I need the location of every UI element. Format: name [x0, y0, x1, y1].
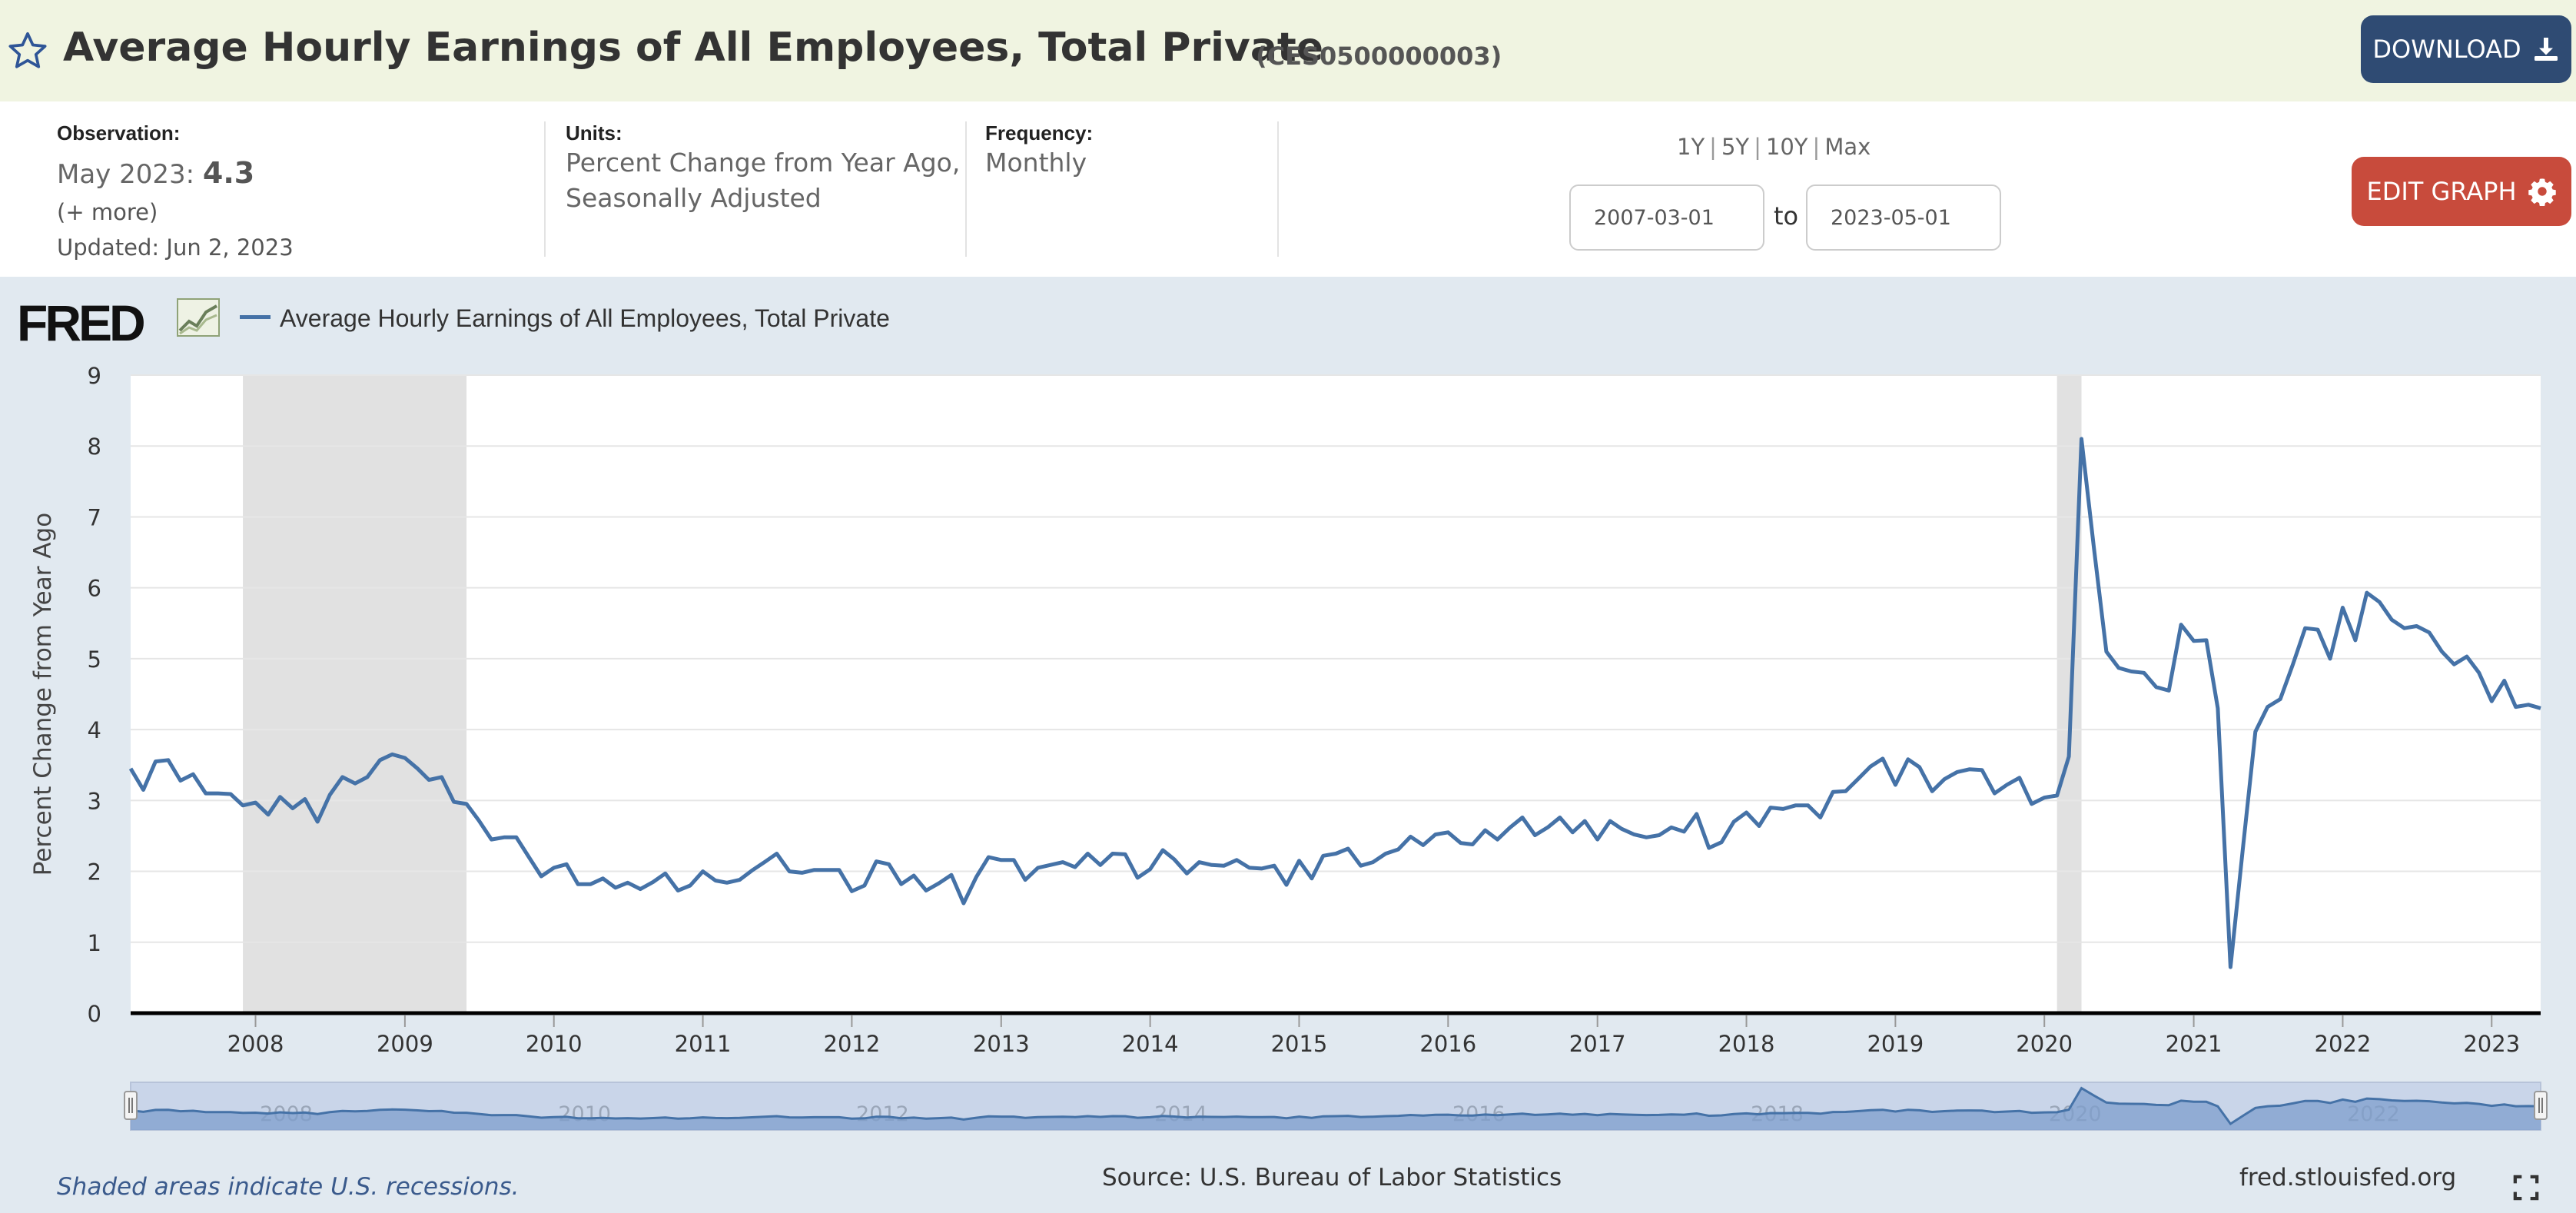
navigator-handle-right[interactable]: [2534, 1091, 2548, 1120]
y-tick-label: 4: [88, 717, 101, 743]
end-date-input[interactable]: 2023-05-01: [1806, 184, 2001, 251]
gear-icon: [2528, 178, 2556, 206]
plot-area: [131, 375, 2541, 1013]
y-tick-label: 6: [88, 576, 101, 602]
y-tick-label: 9: [88, 363, 101, 389]
x-tick-label: 2020: [2016, 1031, 2073, 1057]
divider: [965, 121, 967, 257]
divider: [1277, 121, 1279, 257]
x-tick-label: 2014: [1122, 1031, 1179, 1057]
y-tick-label: 8: [88, 434, 101, 460]
y-tick-label: 5: [88, 646, 101, 673]
to-label: to: [1774, 201, 1799, 231]
x-tick-label: 2021: [2166, 1031, 2222, 1057]
fred-logo[interactable]: FRED: [17, 294, 146, 351]
x-tick-label: 2008: [227, 1031, 284, 1057]
navigator-series-line: [130, 1086, 2541, 1126]
recession-shade: [2056, 375, 2082, 1013]
frequency-block: Frequency: Monthly: [985, 121, 1093, 181]
range-max[interactable]: Max: [1824, 134, 1871, 160]
download-icon: [2534, 38, 2558, 61]
range-5y[interactable]: 5Y: [1721, 134, 1750, 160]
y-tick-label: 7: [88, 504, 101, 530]
recession-note: Shaded areas indicate U.S. recessions.: [57, 1173, 520, 1201]
x-tick-label: 2015: [1271, 1031, 1328, 1057]
x-tick-label: 2022: [2315, 1031, 2372, 1057]
fred-chart-logo-icon: [177, 298, 220, 337]
y-tick-label: 3: [88, 788, 101, 814]
x-tick-label: 2018: [1718, 1031, 1775, 1057]
header-bar: Average Hourly Earnings of All Employees…: [0, 0, 2576, 101]
range-1y[interactable]: 1Y: [1677, 134, 1705, 160]
frequency-value: Monthly: [985, 148, 1087, 178]
chart-area: 0 1 2 3 4 5 6 7 8 9 2008 2009 2010 2011 2012 2013 2014 20…: [0, 277, 2576, 1213]
series-meta-bar: Observation: May 2023: 4.3 (+ more) Upda…: [0, 101, 2576, 277]
units-line-1: Percent Change from Year Ago,: [566, 148, 961, 178]
x-tick-label: 2009: [377, 1031, 433, 1057]
navigator-handle-left[interactable]: [124, 1091, 138, 1120]
more-link[interactable]: (+ more): [57, 199, 158, 225]
units-block: Units: Percent Change from Year Ago, Sea…: [566, 121, 960, 216]
x-tick-label: 2010: [526, 1031, 583, 1057]
observation-label: Observation:: [57, 121, 181, 145]
star-icon[interactable]: [6, 29, 49, 72]
range-selector: 1Y | 5Y | 10Y | Max: [1677, 134, 1871, 160]
x-tick-label: 2023: [2463, 1031, 2520, 1057]
edit-graph-button[interactable]: EDIT GRAPH: [2352, 157, 2571, 226]
units-line-2: Seasonally Adjusted: [566, 183, 822, 213]
frequency-label: Frequency:: [985, 121, 1094, 145]
legend-line-swatch: [240, 315, 271, 319]
edit-graph-label: EDIT GRAPH: [2366, 177, 2517, 206]
x-tick-label: 2013: [973, 1031, 1030, 1057]
download-label: DOWNLOAD: [2372, 35, 2521, 64]
y-axis-title: Percent Change from Year Ago: [29, 513, 57, 876]
divider: [544, 121, 546, 257]
download-button[interactable]: DOWNLOAD: [2361, 15, 2571, 83]
fullscreen-icon[interactable]: [2513, 1175, 2539, 1201]
site-url[interactable]: fred.stlouisfed.org: [2239, 1164, 2457, 1191]
updated-date: Updated: Jun 2, 2023: [57, 234, 294, 261]
observation-value: 4.3: [202, 156, 255, 190]
range-10y[interactable]: 10Y: [1765, 134, 1808, 160]
series-line[interactable]: [128, 437, 2541, 969]
legend-label: Average Hourly Earnings of All Employees…: [280, 304, 890, 332]
series-id: (CES0500000003): [1256, 42, 1502, 71]
source-note: Source: U.S. Bureau of Labor Statistics: [1102, 1164, 1562, 1191]
observation-date: May 2023:: [57, 159, 195, 190]
y-tick-label: 2: [88, 859, 101, 886]
x-tick-label: 2017: [1569, 1031, 1626, 1057]
x-tick-label: 2016: [1419, 1031, 1476, 1057]
observation-line: May 2023: 4.3: [57, 156, 294, 190]
x-tick-label: 2011: [675, 1031, 732, 1057]
observation-block: Observation: May 2023: 4.3 (+ more) Upda…: [57, 121, 294, 261]
recession-shade: [243, 375, 467, 1013]
series-title: Average Hourly Earnings of All Employees…: [63, 25, 1324, 71]
x-tick-label: 2012: [824, 1031, 881, 1057]
start-date-input[interactable]: 2007-03-01: [1569, 184, 1764, 251]
x-tick-label: 2019: [1867, 1031, 1924, 1057]
y-tick-label: 1: [88, 930, 101, 956]
units-label: Units:: [566, 121, 622, 145]
line-chart[interactable]: 0 1 2 3 4 5 6 7 8 9 2008 2009 2010 2011 2012 2013 2014 20…: [0, 277, 2576, 1213]
y-tick-label: 0: [88, 1001, 101, 1027]
navigator-series-area: [131, 1088, 2541, 1130]
